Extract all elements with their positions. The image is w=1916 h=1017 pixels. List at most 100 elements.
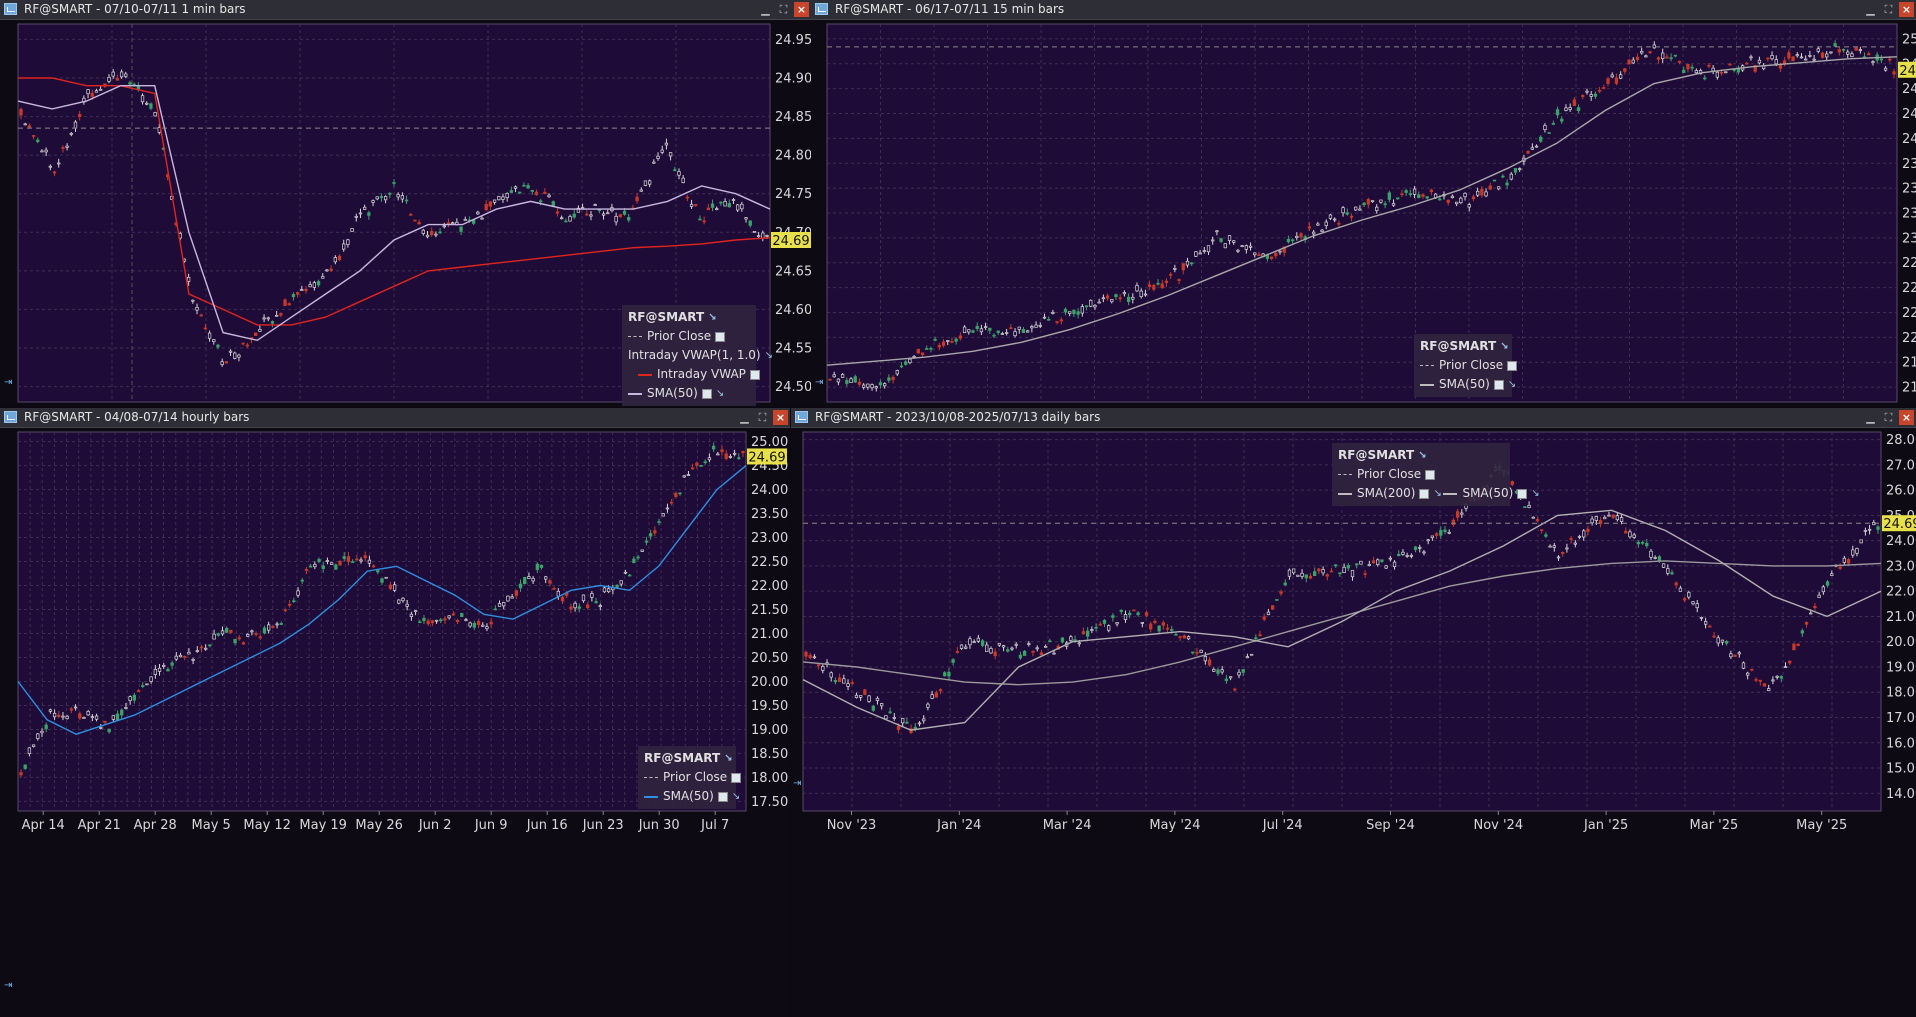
checkbox-icon[interactable] xyxy=(1507,360,1518,371)
drawing-tool-icon[interactable]: ⇥ xyxy=(4,377,13,388)
checkbox-icon[interactable] xyxy=(717,791,728,802)
legend-item-prior-close[interactable]: Prior Close xyxy=(628,327,750,346)
pin-icon[interactable]: ↘ xyxy=(708,311,717,323)
checkbox-icon[interactable] xyxy=(1425,469,1436,480)
pin-icon[interactable]: ↘ xyxy=(715,387,725,399)
candle-body xyxy=(228,350,233,353)
pin-icon[interactable]: ↘ xyxy=(1433,487,1442,499)
x-tick-label: Mar '24 xyxy=(1043,818,1092,833)
maximize-icon[interactable]: ⛶ xyxy=(758,411,767,424)
checkbox-icon[interactable] xyxy=(715,331,726,342)
pin-icon[interactable]: ↘ xyxy=(731,790,741,802)
minimize-icon[interactable]: ▁ xyxy=(740,411,749,424)
legend-item-sma50[interactable]: SMA(50) ↘ xyxy=(1420,375,1516,394)
last-price-label: 24.69 xyxy=(748,450,785,465)
chart-legend[interactable]: RF@SMART ↘ Prior Close SMA(50) ↘ xyxy=(1414,334,1518,397)
checkbox-icon[interactable] xyxy=(701,388,712,399)
close-icon[interactable]: × xyxy=(1899,410,1914,425)
maximize-icon[interactable]: ⛶ xyxy=(779,3,788,16)
window-titlebar[interactable]: RF@SMART - 04/08-07/14 hourly bars ▁ ⛶ × xyxy=(0,408,790,428)
candle-body xyxy=(225,627,229,633)
close-icon[interactable]: × xyxy=(794,2,809,17)
chart-legend[interactable]: RF@SMART ↘ Prior Close SMA(200) ↘ SMA(50) ↘ xyxy=(1332,443,1540,506)
candle-body xyxy=(1321,569,1325,574)
y-tick-label: 17.00 xyxy=(1886,711,1916,726)
price-chart[interactable]: 25.0024.7524.5024.2524.0023.7523.5023.25… xyxy=(811,20,1916,407)
pin-icon[interactable]: ↘ xyxy=(724,752,733,764)
price-chart[interactable]: 25.0024.5024.0023.5023.0022.5022.0021.50… xyxy=(0,428,790,1017)
candle-body xyxy=(1001,645,1006,648)
candle-body xyxy=(329,268,333,271)
pin-icon[interactable]: ↘ xyxy=(1418,449,1427,461)
pin-icon[interactable]: ↘ xyxy=(1507,378,1517,390)
legend-item-vwap[interactable]: Intraday VWAP xyxy=(628,365,760,384)
candle-body xyxy=(1346,565,1350,569)
candle-body xyxy=(107,728,111,733)
candle-body xyxy=(1816,48,1820,52)
window-titlebar[interactable]: RF@SMART - 06/17-07/11 15 min bars ▁ ⛶ × xyxy=(811,0,1916,20)
candle-body xyxy=(1708,625,1712,628)
checkbox-icon[interactable] xyxy=(1493,379,1504,390)
candle-body xyxy=(1358,208,1362,211)
candle-body xyxy=(1573,542,1577,545)
pin-icon[interactable]: ↘ xyxy=(764,349,773,361)
chart-panel-hourly[interactable]: RF@SMART - 04/08-07/14 hourly bars ▁ ⛶ ×… xyxy=(0,408,790,1017)
candle-body xyxy=(23,123,27,126)
legend-item-sma50[interactable]: SMA(50) ↘ xyxy=(644,787,740,806)
candle-body xyxy=(1610,74,1614,78)
window-titlebar[interactable]: RF@SMART - 07/10-07/11 1 min bars ▁ ⛶ × xyxy=(0,0,811,20)
pin-icon[interactable]: ↘ xyxy=(1531,487,1540,499)
maximize-icon[interactable]: ⛶ xyxy=(1884,3,1893,16)
legend-item-prior-close[interactable]: Prior Close xyxy=(644,768,742,787)
window-titlebar[interactable]: RF@SMART - 2023/10/08-2025/07/13 daily b… xyxy=(791,408,1916,428)
legend-item-prior-close[interactable]: Prior Close xyxy=(1338,465,1504,484)
candle-body xyxy=(1404,190,1408,193)
candle-body xyxy=(1505,182,1509,186)
plot-area[interactable] xyxy=(17,431,747,812)
minimize-icon[interactable]: ▁ xyxy=(1866,3,1875,16)
candle-body xyxy=(1279,591,1283,594)
maximize-icon[interactable]: ⛶ xyxy=(1884,411,1893,424)
close-icon[interactable]: × xyxy=(773,410,788,425)
drawing-tool-icon[interactable]: ⇥ xyxy=(4,980,13,991)
checkbox-icon[interactable] xyxy=(1419,488,1430,499)
candle-body xyxy=(850,682,854,684)
candle-body xyxy=(157,667,162,672)
checkbox-icon[interactable] xyxy=(731,772,742,783)
pin-icon[interactable]: ↘ xyxy=(1500,340,1509,352)
drawing-tool-icon[interactable]: ⇥ xyxy=(815,377,824,388)
checkbox-icon[interactable] xyxy=(1517,488,1528,499)
candle-body xyxy=(695,462,699,466)
close-icon[interactable]: × xyxy=(1899,2,1914,17)
candle-body xyxy=(724,453,728,460)
drawing-tool-icon[interactable]: ⇥ xyxy=(793,778,802,789)
candle-body xyxy=(623,571,628,574)
candle-body xyxy=(90,92,94,97)
candle-body xyxy=(1547,132,1551,134)
legend-title: RF@SMART xyxy=(1420,339,1497,353)
candle-body xyxy=(430,620,435,624)
chart-panel-1min[interactable]: RF@SMART - 07/10-07/11 1 min bars ▁ ⛶ × … xyxy=(0,0,811,407)
candle-body xyxy=(1791,56,1795,62)
chart-panel-15min[interactable]: RF@SMART - 06/17-07/11 15 min bars ▁ ⛶ ×… xyxy=(811,0,1916,407)
price-chart[interactable]: 28.0027.0026.0025.0024.0023.0022.0021.00… xyxy=(791,428,1916,1017)
legend-item-vwap-study[interactable]: Intraday VWAP(1, 1.0) ↘ xyxy=(628,346,773,365)
candle-body xyxy=(555,211,560,214)
checkbox-icon[interactable] xyxy=(749,369,760,380)
candle-body xyxy=(1821,586,1825,593)
chart-legend[interactable]: RF@SMART ↘ Prior Close Intraday VWAP(1, 1… xyxy=(622,305,773,406)
minimize-icon[interactable]: ▁ xyxy=(1866,411,1875,424)
candle-body xyxy=(1325,574,1329,577)
candle-body xyxy=(1644,55,1648,58)
minimize-icon[interactable]: ▁ xyxy=(761,3,770,16)
legend-item-prior-close[interactable]: Prior Close xyxy=(1420,356,1518,375)
candle-body xyxy=(44,724,48,730)
chart-panel-daily[interactable]: RF@SMART - 2023/10/08-2025/07/13 daily b… xyxy=(791,408,1916,1017)
legend-item-sma50[interactable]: SMA(50) ↘ xyxy=(628,384,750,403)
candle-body xyxy=(559,217,564,220)
candle-body xyxy=(1223,243,1227,249)
candle-body xyxy=(346,239,350,245)
legend-item-sma-group[interactable]: SMA(200) ↘ SMA(50) ↘ xyxy=(1338,484,1540,503)
price-chart[interactable]: 24.9524.9024.8524.8024.7524.7024.6524.60… xyxy=(0,20,811,407)
chart-legend[interactable]: RF@SMART ↘ Prior Close SMA(50) ↘ xyxy=(638,746,742,809)
